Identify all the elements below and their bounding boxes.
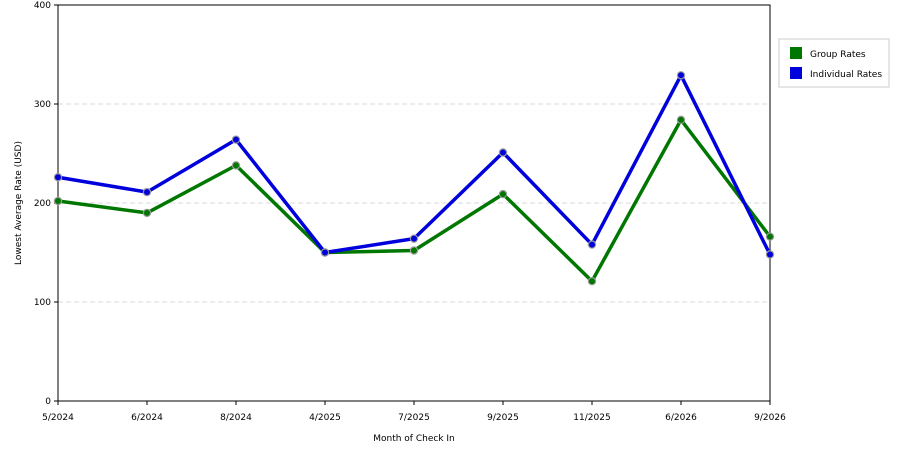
series-individual-rates <box>53 71 775 259</box>
legend-label-individual-rates: Individual Rates <box>810 70 882 80</box>
data-point-individual-rates <box>765 250 775 259</box>
y-tick-label: 300 <box>34 100 51 110</box>
series-group-rates <box>53 115 775 286</box>
data-point-group-rates <box>765 232 775 241</box>
series-line-group-rates <box>56 118 772 283</box>
data-point-group-rates <box>142 208 152 218</box>
legend-swatch-group-rates <box>790 47 802 59</box>
series-lines <box>53 71 775 286</box>
legend: Group Rates Individual Rates <box>778 38 890 88</box>
data-point-individual-rates <box>142 187 152 197</box>
series-line-individual-rates <box>56 73 772 257</box>
y-tick-label: 400 <box>34 1 51 11</box>
data-point-group-rates <box>587 277 597 286</box>
x-tick-label: 11/2025 <box>573 413 610 423</box>
legend-swatch-individual-rates <box>790 67 802 79</box>
data-point-individual-rates <box>676 71 686 80</box>
data-point-group-rates <box>53 196 63 206</box>
data-point-group-rates <box>231 161 241 170</box>
x-axis-title: Month of Check In <box>373 434 455 444</box>
x-tick-label: 5/2024 <box>42 413 74 423</box>
x-tick-label: 9/2026 <box>754 413 786 423</box>
data-point-individual-rates <box>320 248 330 257</box>
data-point-group-rates <box>676 115 686 125</box>
x-tick-label: 6/2024 <box>131 413 163 423</box>
axes: 0 100 200 300 400 5/2024 6/2024 8/2024 4/2025 7/2… <box>34 1 786 423</box>
x-tick-label: 8/2024 <box>220 413 252 423</box>
x-tick-label: 4/2025 <box>309 413 341 423</box>
x-tick-label: 7/2025 <box>398 413 430 423</box>
x-tick-label: 9/2025 <box>487 413 519 423</box>
gridlines <box>58 103 770 303</box>
y-tick-label: 0 <box>45 397 51 407</box>
data-point-group-rates <box>498 189 508 199</box>
data-point-individual-rates <box>53 173 63 182</box>
y-axis-title: Lowest Average Rate (USD) <box>14 141 24 265</box>
y-tick-label: 100 <box>34 298 51 308</box>
legend-label-group-rates: Group Rates <box>810 50 866 60</box>
x-tick-label: 6/2026 <box>665 413 697 423</box>
data-point-individual-rates <box>409 234 419 243</box>
y-tick-label: 200 <box>34 199 51 209</box>
data-point-group-rates <box>409 246 419 255</box>
data-point-individual-rates <box>231 135 241 144</box>
data-point-individual-rates <box>498 148 508 157</box>
data-point-individual-rates <box>587 240 597 249</box>
